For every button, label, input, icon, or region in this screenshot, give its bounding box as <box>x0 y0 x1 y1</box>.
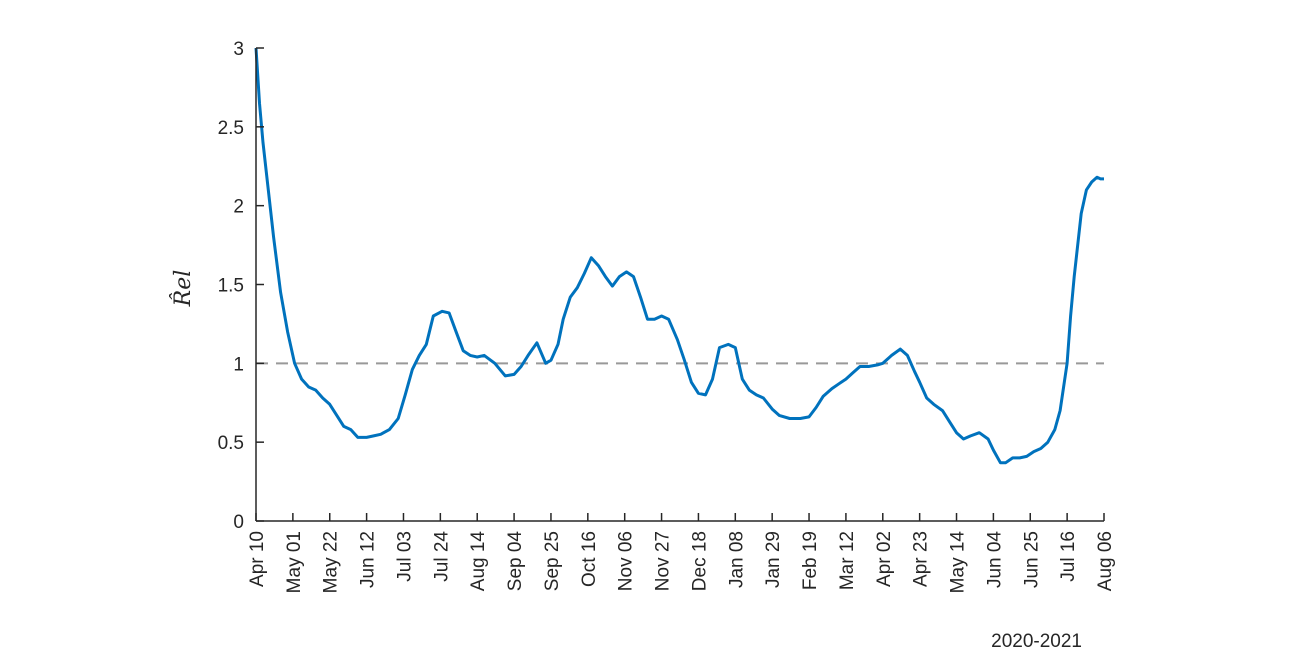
x-tick-label: Nov 27 <box>653 531 674 591</box>
x-tick-label: Oct 16 <box>579 531 600 587</box>
x-tick-label: Jun 12 <box>358 531 379 588</box>
x-tick-label: Mar 12 <box>837 531 858 590</box>
x-tick-label: Apr 10 <box>247 531 268 587</box>
x-tick-label: Jan 08 <box>726 531 747 588</box>
x-tick-label: May 14 <box>948 531 969 594</box>
x-tick-label: May 01 <box>284 531 305 593</box>
x-tick-label: Nov 06 <box>616 531 637 591</box>
period-label: 2020-2021 <box>991 631 1082 652</box>
x-tick-label: Feb 19 <box>800 531 821 590</box>
x-tick-label: Jul 16 <box>1058 531 1079 582</box>
x-tick-label: Aug 06 <box>1095 531 1116 591</box>
y-axis-label: R̂el <box>170 270 196 308</box>
x-tick-label: Sep 25 <box>542 531 563 591</box>
y-tick-label: 0.5 <box>218 433 244 454</box>
x-tick-label: May 22 <box>321 531 342 593</box>
x-tick-label: Apr 02 <box>874 531 895 587</box>
x-tick-label: Dec 18 <box>689 531 710 591</box>
x-tick-label: Aug 14 <box>468 531 489 592</box>
x-tick-label: Jan 29 <box>763 531 784 588</box>
y-tick-label: 0 <box>233 512 244 533</box>
x-tick-label: Jul 24 <box>431 531 452 582</box>
y-tick-label: 1 <box>233 354 244 375</box>
x-tick-label: Jul 03 <box>395 531 416 582</box>
y-tick-label: 3 <box>233 39 244 60</box>
x-tick-label: Jun 25 <box>1021 531 1042 588</box>
y-tick-label: 1.5 <box>218 276 244 297</box>
y-tick-label: 2 <box>233 197 244 218</box>
series-line-0 <box>254 47 1104 465</box>
y-tick-label: 2.5 <box>218 118 244 139</box>
x-tick-label: Jun 04 <box>984 531 1005 588</box>
x-tick-label: Apr 23 <box>911 531 932 587</box>
x-tick-label: Sep 04 <box>505 531 526 592</box>
